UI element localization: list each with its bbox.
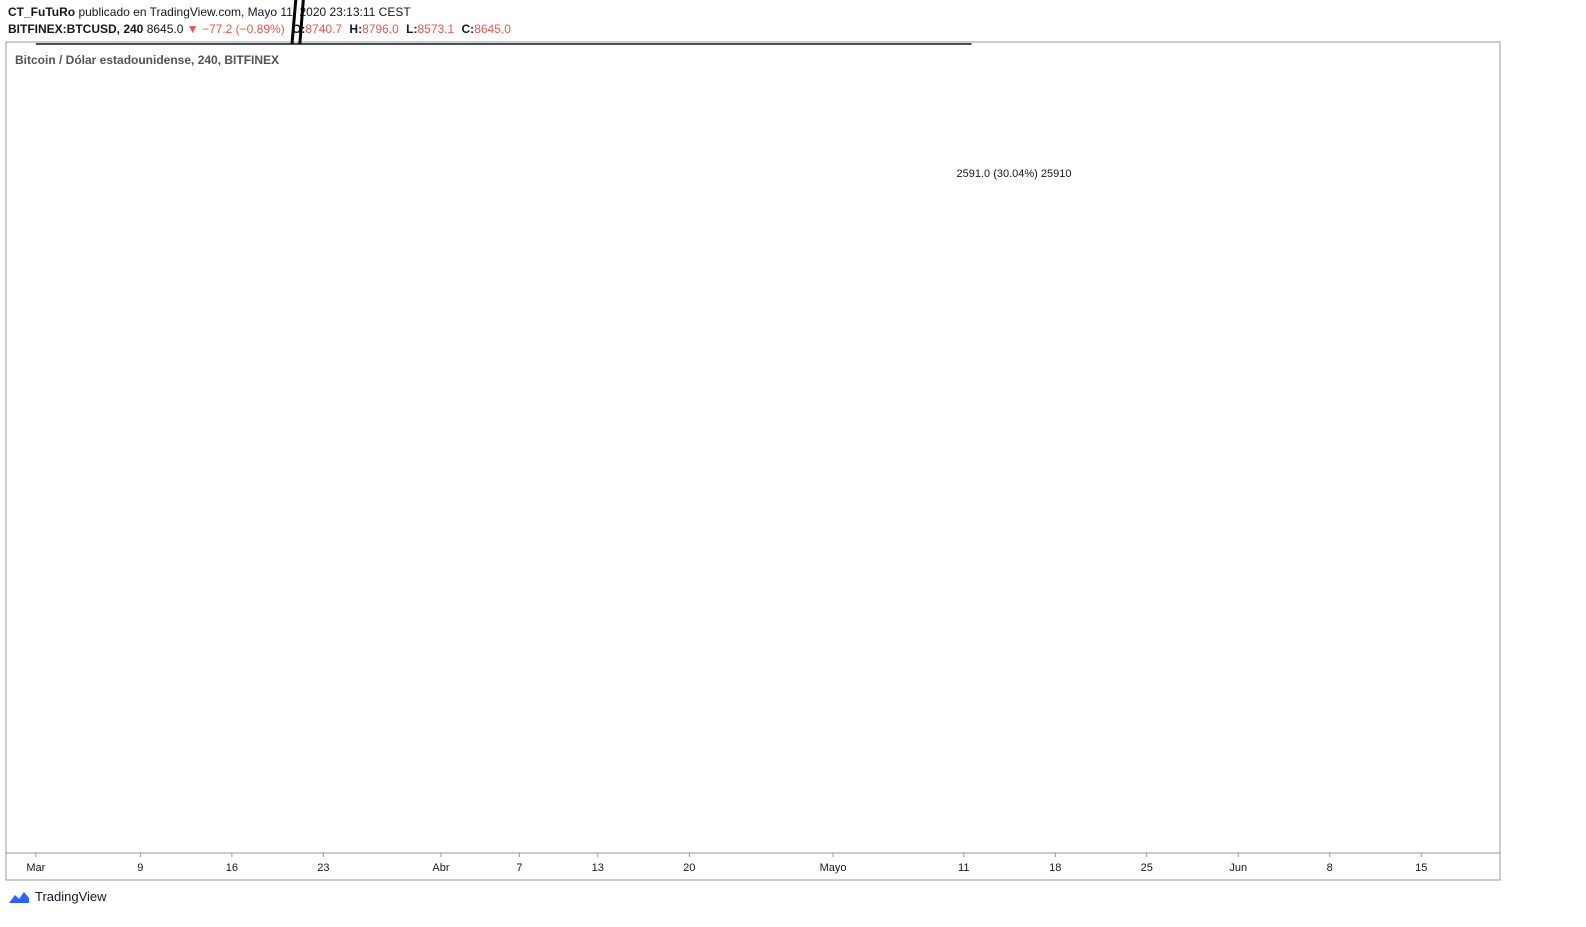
footer-brand[interactable]: TradingView [8,889,107,904]
symbol-name[interactable]: BITFINEX:BTCUSD, 240 [8,22,144,36]
time-tick-label: 18 [1049,862,1061,874]
chart-title: Bitcoin / Dólar estadounidense, 240, BIT… [15,53,279,67]
close-value: 8645.0 [474,22,511,36]
time-tick-label: Jun [1229,862,1247,874]
time-tick-label: Mayo [820,862,847,874]
symbol-header: BITFINEX:BTCUSD, 240 8645.0 ▼ −77.2 (−0.… [8,22,511,36]
tradingview-logo-icon [9,891,29,903]
last-price: 8645.0 [146,22,184,36]
time-tick-label: 20 [683,862,695,874]
publication-header: CT_FuTuRo publicado en TradingView.com, … [8,5,411,19]
time-tick-label: Abr [432,862,449,874]
time-tick-label: 16 [226,862,238,874]
publication-info: publicado en TradingView.com, Mayo 11, 2… [78,5,411,19]
footer-brand-label: TradingView [35,889,107,904]
time-tick-label: 11 [958,862,969,874]
price-change: ▼ −77.2 (−0.89%) [186,22,285,36]
time-axis[interactable]: Mar 9 16 23 Abr 7 13 20 Mayo 11 18 25 Jun 8 15 [26,853,1427,874]
time-tick-label: 15 [1415,862,1427,874]
time-tick-label: 23 [317,862,329,874]
high-label: H: [349,22,363,36]
trendline[interactable] [290,0,1170,45]
time-tick-label: Mar [26,862,45,874]
chart-frame [5,41,1501,881]
open-value: 8740.7 [305,22,343,36]
time-tick-label: 7 [516,862,522,874]
price-range-label: 2591.0 (30.04%) 25910 [957,168,1072,180]
time-tick-label: 9 [137,862,143,874]
time-tick-label: 8 [1327,862,1333,874]
low-value: 8573.1 [417,22,455,36]
close-label: C: [461,22,475,36]
author-name[interactable]: CT_FuTuRo [8,5,76,19]
time-tick-label: 25 [1141,862,1153,874]
drawings-layer[interactable] [290,0,1500,45]
trendline[interactable] [298,0,1125,45]
time-tick-label: 13 [592,862,604,874]
high-value: 8796.0 [362,22,399,36]
low-label: L: [406,22,418,36]
